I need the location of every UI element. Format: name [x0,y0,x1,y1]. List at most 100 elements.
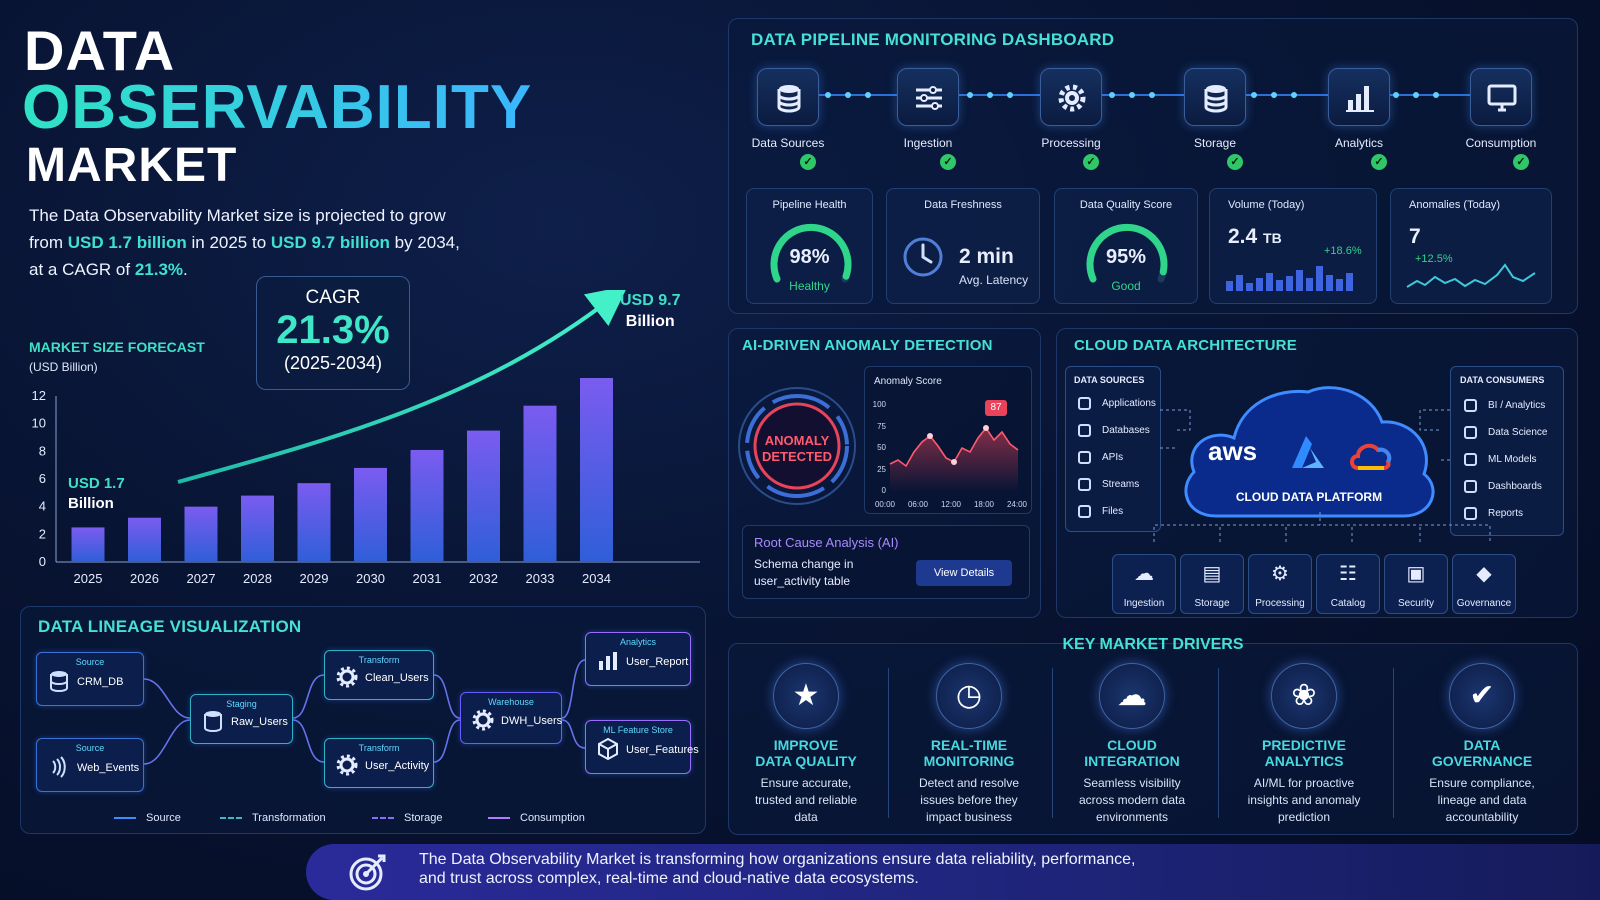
cagr-label: CAGR [305,287,361,308]
pipeline-stage-data-sources[interactable] [757,68,819,126]
lineage-node-clean-users[interactable]: Transform Clean_Users [324,650,434,700]
footer-text: The Data Observability Market is transfo… [419,851,1136,887]
stream-icon [52,756,66,778]
pipeline-stage-analytics[interactable] [1328,68,1390,126]
metric-value: 7 [1409,225,1421,248]
metric-change: +18.6% [1324,245,1362,257]
x-tick-label: 2034 [582,571,611,586]
gear-icon: ⚙ [1271,563,1289,585]
cloud-service-governance[interactable]: ◆ Governance [1452,554,1516,614]
lineage-node-user-features[interactable]: ML Feature Store User_Features [585,720,699,774]
pipeline-stage-label: Consumption [1465,136,1537,150]
y-tick-label: 10 [32,416,46,431]
metric-pipeline-health[interactable]: Pipeline Health 98% Healthy [746,188,873,304]
driver-item: DATA GOVERNANCE Ensure compliance, lineage … [1402,737,1562,826]
gear-icon [1464,453,1477,466]
database-icon [204,711,222,733]
driver-heading: IMPROVE DATA QUALITY [755,737,857,769]
start-label: USD 1.7 Billion [68,475,125,512]
cloud-service-storage[interactable]: ▤ Storage [1180,554,1244,614]
node-name: Raw_Users [231,716,288,728]
view-details-button[interactable]: View Details [916,560,1012,586]
cloud-consumer-item[interactable]: Dashboards [1488,481,1542,492]
metric-value: 98% [789,246,830,268]
lineage-node-dwh-users[interactable]: Warehouse DWH_Users [460,692,562,744]
metric-volume[interactable]: Volume (Today) 2.4 TB +18.6% [1209,188,1377,304]
api-icon [1078,451,1091,464]
cloud-consumer-item[interactable]: Data Science [1488,427,1548,438]
aws-logo: aws [1208,436,1258,466]
pipeline-stage-storage[interactable] [1184,68,1246,126]
clock-icon: ◷ [936,663,1002,729]
file-icon [1078,505,1091,518]
cloud-source-item[interactable]: Files [1102,506,1124,517]
cloud-title: CLOUD DATA ARCHITECTURE [1074,337,1297,354]
lineage-node-raw-users[interactable]: Staging Raw_Users [190,694,293,744]
metric-data-freshness[interactable]: Data Freshness 2 min Avg. Latency [886,188,1040,304]
pipeline-stage-consumption[interactable] [1470,68,1532,126]
service-label: Storage [1194,598,1230,609]
cloud-service-catalog[interactable]: ☷ Catalog [1316,554,1380,614]
growth-arrow [177,290,628,484]
check-icon: ✓ [940,154,956,170]
cloud-service-processing[interactable]: ⚙ Processing [1248,554,1312,614]
legend-storage: Storage [404,812,443,824]
shield-icon: ◆ [1476,563,1492,585]
cloud-source-item[interactable]: Streams [1102,479,1140,490]
anomaly-x-tick: 00:00 [874,500,896,509]
forecast-unit: (USD Billion) [29,360,98,374]
x-tick-label: 2029 [300,571,329,586]
driver-item: REAL-TIME MONITORING Detect and resolve iss… [889,737,1049,826]
node-name: Clean_Users [365,672,429,684]
x-tick-label: 2028 [243,571,272,586]
lineage-node-user-report[interactable]: Analytics User_Report [585,632,691,686]
cloud-source-item[interactable]: APIs [1102,452,1124,463]
metric-value: 2 min [959,245,1014,268]
ribbon-icon: ★ [773,663,839,729]
lineage-node-crm-db[interactable]: Source CRM_DB [36,652,144,706]
driver-desc: Ensure compliance, lineage and data accoun… [1429,776,1535,824]
anomaly-y-tick: 0 [881,486,886,495]
anomaly-title: AI-DRIVEN ANOMALY DETECTION [742,337,993,354]
cagr-value: 21.3% [276,308,390,352]
gear-icon [472,709,494,731]
pipeline-stage-processing[interactable] [1040,68,1102,126]
anomaly-score-line [889,425,1019,492]
database-icon [50,671,68,693]
x-tick-label: 2027 [187,571,216,586]
bar-2025 [71,527,105,562]
driver-desc: Ensure accurate, trusted and reliable data [754,776,858,824]
metric-status: Good [1111,279,1141,293]
legend-swatch-source [114,817,136,819]
anomaly-y-tick: 50 [877,443,886,452]
cloud-service-security[interactable]: ▣ Security [1384,554,1448,614]
cloud-consumer-item[interactable]: Reports [1488,508,1524,519]
y-tick-label: 0 [39,554,46,569]
driver-item: IMPROVE DATA QUALITY Ensure accurate, trust… [726,737,886,826]
bar-2026 [128,517,161,562]
node-name: CRM_DB [77,676,124,688]
anomaly-x-tick: 18:00 [973,500,995,509]
bar-chart-icon [599,652,617,670]
stream-icon [1078,478,1091,491]
check-icon: ✓ [800,154,816,170]
bar-chart-icon [1346,86,1374,112]
cloud-service-ingestion[interactable]: ☁ Ingestion [1112,554,1176,614]
node-type: Warehouse [488,697,534,707]
node-type: Transform [358,655,400,665]
check-icon: ✓ [1227,154,1243,170]
cloud-consumer-item[interactable]: ML Models [1488,454,1537,465]
bar-2029 [297,483,331,562]
driver-heading: PREDICTIVE ANALYTICS [1261,737,1346,769]
bar-2031 [410,449,444,562]
lineage-node-web-events[interactable]: Source Web_Events [36,738,144,792]
cloud-consumer-item[interactable]: BI / Analytics [1488,400,1546,411]
cloud-source-item[interactable]: Applications [1102,398,1156,409]
lineage-node-user-activity[interactable]: Transform User_Activity [324,738,434,788]
rca-title: Root Cause Analysis (AI) [754,535,899,550]
pipeline-stage-ingestion[interactable] [897,68,959,126]
metric-anomalies[interactable]: Anomalies (Today) 7 +12.5% [1390,188,1552,304]
metric-data-quality[interactable]: Data Quality Score 95% Good [1054,188,1198,304]
sliders-icon [916,86,942,110]
cloud-source-item[interactable]: Databases [1102,425,1150,436]
